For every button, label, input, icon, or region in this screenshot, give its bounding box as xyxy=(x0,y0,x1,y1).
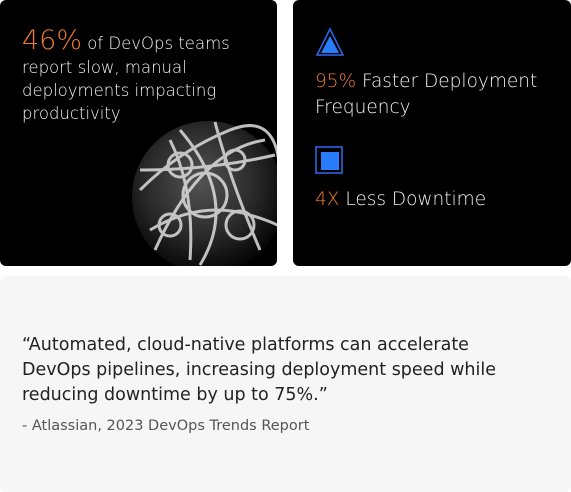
benefit-highlight: 95% xyxy=(315,71,357,92)
stat-text: 46% of DevOps teams report slow, manual … xyxy=(22,26,254,125)
benefit-text: Faster Deployment Frequency xyxy=(315,71,538,118)
square-icon xyxy=(315,146,343,174)
quote-panel: “Automated, cloud-native platforms can a… xyxy=(0,276,571,492)
quote-text: “Automated, cloud-native platforms can a… xyxy=(22,335,497,405)
quote-source: - Atlassian, 2023 DevOps Trends Report xyxy=(22,418,310,434)
stat-card: 46% of DevOps teams report slow, manual … xyxy=(0,0,277,266)
sphere-art xyxy=(132,121,277,266)
benefit-text: Less Downtime xyxy=(345,189,487,210)
benefit-highlight: 4X xyxy=(315,189,340,210)
stat-description: of DevOps teams report slow, manual depl… xyxy=(22,34,230,123)
benefits-card: 95% Faster Deployment Frequency 4X Less … xyxy=(293,0,571,266)
benefit: 95% Faster Deployment Frequency xyxy=(315,69,555,121)
triangle-icon xyxy=(315,27,345,56)
stat-highlight: 46% xyxy=(22,25,83,56)
benefit: 4X Less Downtime xyxy=(315,187,555,213)
